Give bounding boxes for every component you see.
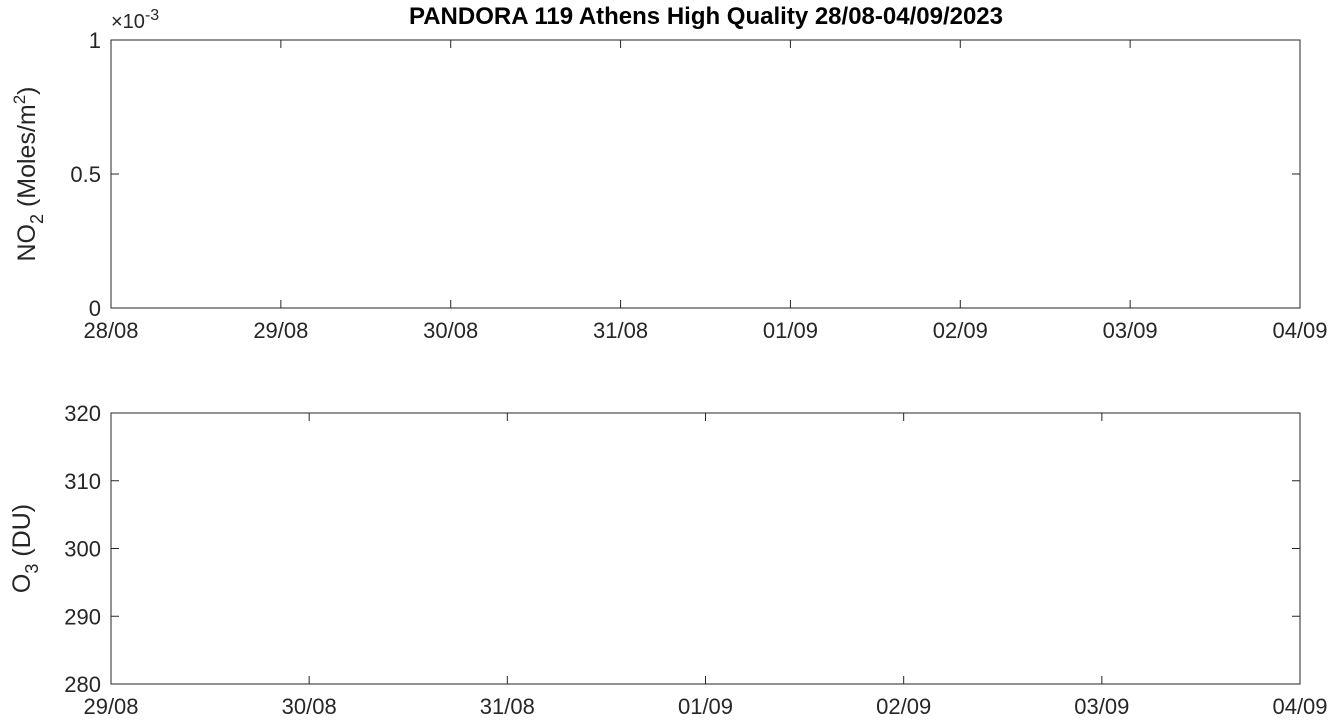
x-tick-label: 01/09 — [763, 318, 818, 343]
x-tick-label: 03/09 — [1103, 318, 1158, 343]
y-tick-label: 280 — [64, 672, 101, 697]
x-tick-label: 29/08 — [83, 694, 138, 719]
y-tick-label: 300 — [64, 537, 101, 562]
x-tick-label: 31/08 — [593, 318, 648, 343]
x-tick-label: 28/08 — [83, 318, 138, 343]
y-tick-label: 290 — [64, 604, 101, 629]
y-tick-label: 0 — [89, 296, 101, 321]
x-tick-label: 02/09 — [876, 694, 931, 719]
y-tick-label: 310 — [64, 469, 101, 494]
y-tick-label: 320 — [64, 401, 101, 426]
axes-frame — [110, 39, 1301, 309]
axes-frame — [110, 412, 1301, 685]
x-tick-label: 01/09 — [678, 694, 733, 719]
y-axis-label: O3 (DU) — [8, 504, 42, 593]
x-tick-label: 03/09 — [1074, 694, 1129, 719]
no2-axes: 28/08 29/08 30/08 31/08 01/09 02/09 03/09 04/09… — [10, 7, 1328, 343]
y-tick-label: 1 — [89, 28, 101, 53]
chart-title: PANDORA 119 Athens High Quality 28/08-04… — [409, 3, 1003, 30]
x-tick-label: 30/08 — [282, 694, 337, 719]
x-tick-label: 02/09 — [933, 318, 988, 343]
x-tick-label: 31/08 — [480, 694, 535, 719]
y-tick-label: 0.5 — [70, 162, 101, 187]
y-exponent-label: ×10-3 — [111, 7, 159, 33]
x-tick-label: 30/08 — [423, 318, 478, 343]
x-tick-label: 29/08 — [253, 318, 308, 343]
x-tick-label: 04/09 — [1272, 318, 1327, 343]
x-tick-label: 04/09 — [1272, 694, 1327, 719]
y-axis-label: NO2 (Moles/m2) — [10, 86, 47, 261]
o3-axes: 29/08 30/08 31/08 01/09 02/09 03/09 04/09 280 29… — [8, 401, 1328, 719]
